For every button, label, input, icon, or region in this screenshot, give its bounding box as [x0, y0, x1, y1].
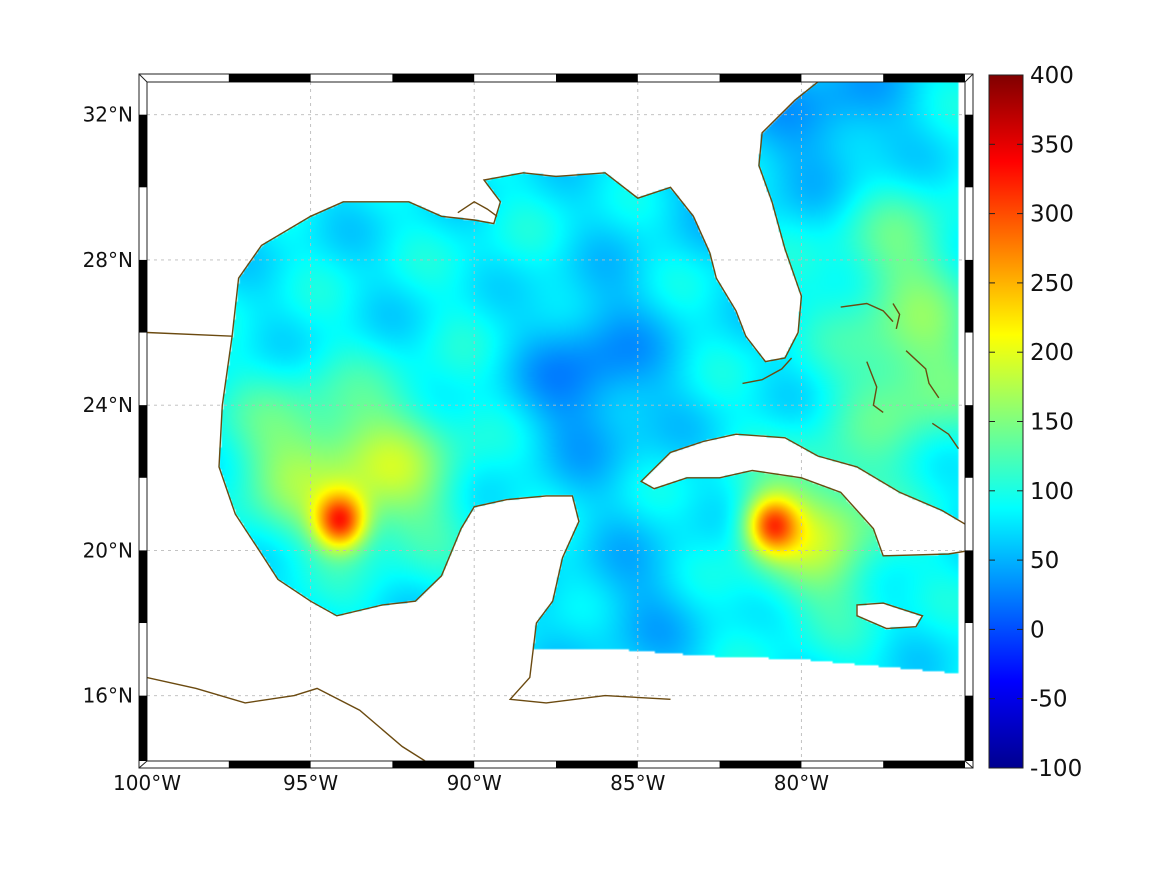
colorbar-tick-label: -100 [1030, 756, 1082, 782]
frame-segment [556, 74, 638, 82]
frame-segment [139, 550, 147, 624]
coastline-bahamas-island [931, 422, 960, 450]
colorbar-tick-label: 100 [1030, 479, 1074, 505]
colorbar-tick-label: 50 [1030, 548, 1059, 574]
coastline-florida-keys [742, 357, 793, 385]
y-tick-labels: 32°N 28°N 24°N 20°N 16°N [83, 103, 133, 708]
coastline-jamaica [856, 602, 924, 630]
frame-segment [883, 74, 965, 82]
coastline-bahamas-island [840, 302, 894, 323]
frame-segment [228, 74, 311, 82]
frame-segment [965, 695, 973, 761]
frame-segment [392, 761, 475, 768]
colorbar-tick-label: 0 [1030, 617, 1045, 643]
coastline-bahamas-island [892, 303, 901, 330]
map-grid [147, 82, 965, 761]
y-tick-label: 24°N [83, 393, 133, 417]
heatmap-image [147, 82, 965, 761]
colorbar-tick-label: 200 [1030, 340, 1074, 366]
coastline-mexico [218, 336, 671, 704]
y-tick-label: 16°N [83, 684, 133, 708]
x-tick-label: 90°W [447, 771, 502, 795]
frame-segment [139, 259, 147, 333]
frame-corner [138, 73, 148, 83]
frame-segment [556, 761, 638, 768]
y-tick-label: 32°N [83, 103, 133, 127]
colorbar-tick-label: 300 [1030, 202, 1074, 228]
coastline-us [147, 82, 819, 363]
frame-segment [719, 74, 802, 82]
coastline-delta [457, 200, 498, 217]
y-tick-label: 20°N [83, 538, 133, 562]
frame-corner [964, 73, 974, 83]
frame-corner [138, 760, 148, 769]
frame-segment [719, 761, 802, 768]
frame-segment [392, 74, 475, 82]
x-tick-label: 100°W [113, 771, 181, 795]
frame-segment [228, 761, 311, 768]
frame-segment [883, 761, 965, 768]
colorbar-tick-label: 400 [1030, 63, 1074, 89]
frame-corner [964, 760, 974, 769]
x-tick-label: 80°W [774, 771, 829, 795]
frame-segment [139, 405, 147, 478]
colorbar-tick-label: -50 [1030, 687, 1068, 713]
frame-segment [139, 695, 147, 761]
colorbar-tick-label: 350 [1030, 132, 1074, 158]
frame-segment [965, 405, 973, 478]
coastline-cuba [639, 433, 965, 557]
map-frame [138, 73, 974, 769]
coastline-bahamas-island [905, 350, 940, 399]
coastline-bahamas-island [866, 361, 884, 413]
x-tick-label: 85°W [610, 771, 665, 795]
frame-segment [965, 550, 973, 624]
colorbar-tick-label: 150 [1030, 410, 1074, 436]
x-tick-label: 95°W [283, 771, 338, 795]
x-tick-labels: 100°W 95°W 90°W 85°W 80°W [113, 771, 829, 795]
coastline [147, 82, 965, 761]
frame-segment [965, 114, 973, 188]
colorbar-tick-label: 250 [1030, 271, 1074, 297]
heatmap-field [147, 82, 965, 761]
colorbar-ticks: 400 350 300 250 200 150 100 50 0 -50 -100 [989, 63, 1082, 782]
frame-segment [139, 114, 147, 188]
coastline-pacific [147, 676, 426, 761]
frame-segment [965, 259, 973, 333]
y-tick-label: 28°N [83, 248, 133, 272]
